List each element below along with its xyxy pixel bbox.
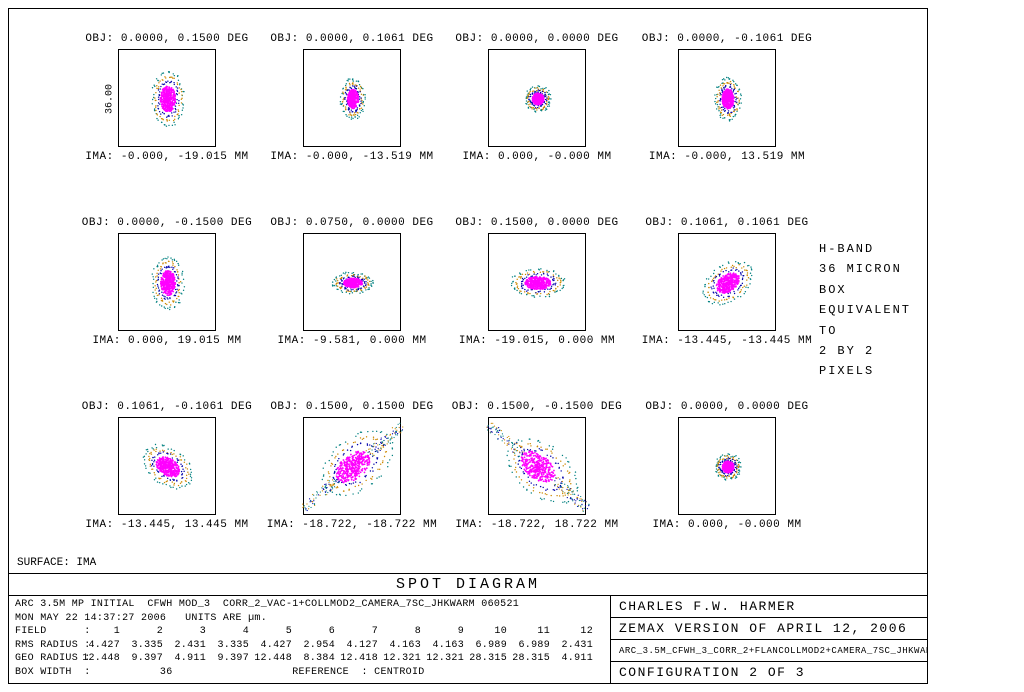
ima-label: IMA: -13.445, -13.445 MM bbox=[627, 335, 827, 347]
ima-label: IMA: -0.000, 13.519 MM bbox=[627, 151, 827, 163]
title-bar: SPOT DIAGRAM bbox=[9, 573, 927, 595]
spot-cell: OBJ: 0.1500, 0.1500 DEG IMA: -18.722, -18… bbox=[252, 401, 452, 531]
spot-cell: OBJ: 0.0000, 0.0000 DEG IMA: 0.000, -0.00… bbox=[437, 33, 637, 163]
obj-label: OBJ: 0.0750, 0.0000 DEG bbox=[252, 217, 452, 229]
spot-svg bbox=[284, 30, 422, 168]
spot-box bbox=[678, 417, 776, 515]
surface-label: SURFACE: IMA bbox=[17, 557, 96, 569]
spot-box bbox=[303, 233, 401, 331]
spot-svg bbox=[469, 398, 607, 536]
spot-cell: OBJ: 0.0750, 0.0000 DEG IMA: -9.581, 0.00… bbox=[252, 217, 452, 347]
side-note-line: EQUIVALENT TO bbox=[819, 300, 913, 341]
ima-label: IMA: 0.000, 19.015 MM bbox=[67, 335, 267, 347]
side-note: H-BAND 36 MICRON BOX EQUIVALENT TO 2 BY … bbox=[819, 239, 913, 382]
spot-svg bbox=[659, 30, 797, 168]
page-frame: OBJ: 0.0000, 0.1500 DEG 36.00 IMA: -0.000,… bbox=[8, 8, 928, 684]
ima-label: IMA: 0.000, -0.000 MM bbox=[627, 519, 827, 531]
obj-label: OBJ: 0.1500, 0.1500 DEG bbox=[252, 401, 452, 413]
ima-label: IMA: -18.722, 18.722 MM bbox=[437, 519, 637, 531]
spot-cell: OBJ: 0.1061, -0.1061 DEG IMA: -13.445, 13… bbox=[67, 401, 267, 531]
obj-label: OBJ: 0.0000, 0.1500 DEG bbox=[67, 33, 267, 45]
config-line: CONFIGURATION 2 OF 3 bbox=[611, 662, 927, 683]
spot-box bbox=[488, 417, 586, 515]
ima-label: IMA: -0.000, -19.015 MM bbox=[67, 151, 267, 163]
spot-cell: OBJ: 0.1061, 0.1061 DEG IMA: -13.445, -13… bbox=[627, 217, 827, 347]
spot-svg bbox=[99, 30, 237, 168]
spot-svg bbox=[284, 214, 422, 352]
ima-label: IMA: 0.000, -0.000 MM bbox=[437, 151, 637, 163]
ima-label: IMA: -19.015, 0.000 MM bbox=[437, 335, 637, 347]
obj-label: OBJ: 0.1061, 0.1061 DEG bbox=[627, 217, 827, 229]
spot-box bbox=[488, 233, 586, 331]
spot-cell: OBJ: 0.0000, -0.1061 DEG IMA: -0.000, 13.… bbox=[627, 33, 827, 163]
file-line: ARC_3.5M_CFWH_3_CORR_2+FLANCOLLMOD2+CAME… bbox=[611, 640, 927, 662]
version-line: ZEMAX VERSION OF APRIL 12, 2006 bbox=[611, 618, 927, 640]
spot-box bbox=[118, 233, 216, 331]
info-left: ARC 3.5M MP INITIAL CFWH MOD_3 CORR_2_VA… bbox=[9, 596, 611, 683]
obj-label: OBJ: 0.0000, 0.1061 DEG bbox=[252, 33, 452, 45]
spot-cell: OBJ: 0.1500, 0.0000 DEG IMA: -19.015, 0.0… bbox=[437, 217, 637, 347]
spot-svg bbox=[99, 398, 237, 536]
obj-label: OBJ: 0.0000, -0.1061 DEG bbox=[627, 33, 827, 45]
side-note-line: H-BAND bbox=[819, 239, 913, 259]
spot-grid: OBJ: 0.0000, 0.1500 DEG 36.00 IMA: -0.000,… bbox=[47, 19, 837, 557]
ima-label: IMA: -0.000, -13.519 MM bbox=[252, 151, 452, 163]
spot-cell: OBJ: 0.0000, 0.0000 DEG IMA: 0.000, -0.00… bbox=[627, 401, 827, 531]
spot-svg bbox=[659, 214, 797, 352]
ima-label: IMA: -18.722, -18.722 MM bbox=[252, 519, 452, 531]
info-block: ARC 3.5M MP INITIAL CFWH MOD_3 CORR_2_VA… bbox=[9, 595, 927, 683]
spot-cell: OBJ: 0.1500, -0.1500 DEG IMA: -18.722, 18… bbox=[437, 401, 637, 531]
spot-svg bbox=[284, 398, 422, 536]
spot-box bbox=[303, 417, 401, 515]
spot-box bbox=[488, 49, 586, 147]
plot-area: OBJ: 0.0000, 0.1500 DEG 36.00 IMA: -0.000,… bbox=[9, 9, 927, 573]
obj-label: OBJ: 0.1500, 0.0000 DEG bbox=[437, 217, 637, 229]
side-note-line: 36 MICRON BOX bbox=[819, 259, 913, 300]
ima-label: IMA: -13.445, 13.445 MM bbox=[67, 519, 267, 531]
obj-label: OBJ: 0.1061, -0.1061 DEG bbox=[67, 401, 267, 413]
spot-svg bbox=[659, 398, 797, 536]
spot-svg bbox=[469, 214, 607, 352]
spot-box: 36.00 bbox=[118, 49, 216, 147]
box-scale-label: 36.00 bbox=[103, 50, 117, 148]
obj-label: OBJ: 0.0000, -0.1500 DEG bbox=[67, 217, 267, 229]
spot-box bbox=[118, 417, 216, 515]
author-line: CHARLES F.W. HARMER bbox=[611, 596, 927, 618]
spot-box bbox=[678, 49, 776, 147]
info-right: CHARLES F.W. HARMER ZEMAX VERSION OF APR… bbox=[611, 596, 927, 683]
obj-label: OBJ: 0.1500, -0.1500 DEG bbox=[437, 401, 637, 413]
spot-svg bbox=[469, 30, 607, 168]
ima-label: IMA: -9.581, 0.000 MM bbox=[252, 335, 452, 347]
spot-cell: OBJ: 0.0000, 0.1500 DEG 36.00 IMA: -0.000,… bbox=[67, 33, 267, 163]
spot-svg bbox=[99, 214, 237, 352]
side-note-line: 2 BY 2 PIXELS bbox=[819, 341, 913, 382]
obj-label: OBJ: 0.0000, 0.0000 DEG bbox=[437, 33, 637, 45]
spot-box bbox=[678, 233, 776, 331]
obj-label: OBJ: 0.0000, 0.0000 DEG bbox=[627, 401, 827, 413]
spot-cell: OBJ: 0.0000, 0.1061 DEG IMA: -0.000, -13.… bbox=[252, 33, 452, 163]
spot-box bbox=[303, 49, 401, 147]
spot-cell: OBJ: 0.0000, -0.1500 DEG IMA: 0.000, 19.0… bbox=[67, 217, 267, 347]
